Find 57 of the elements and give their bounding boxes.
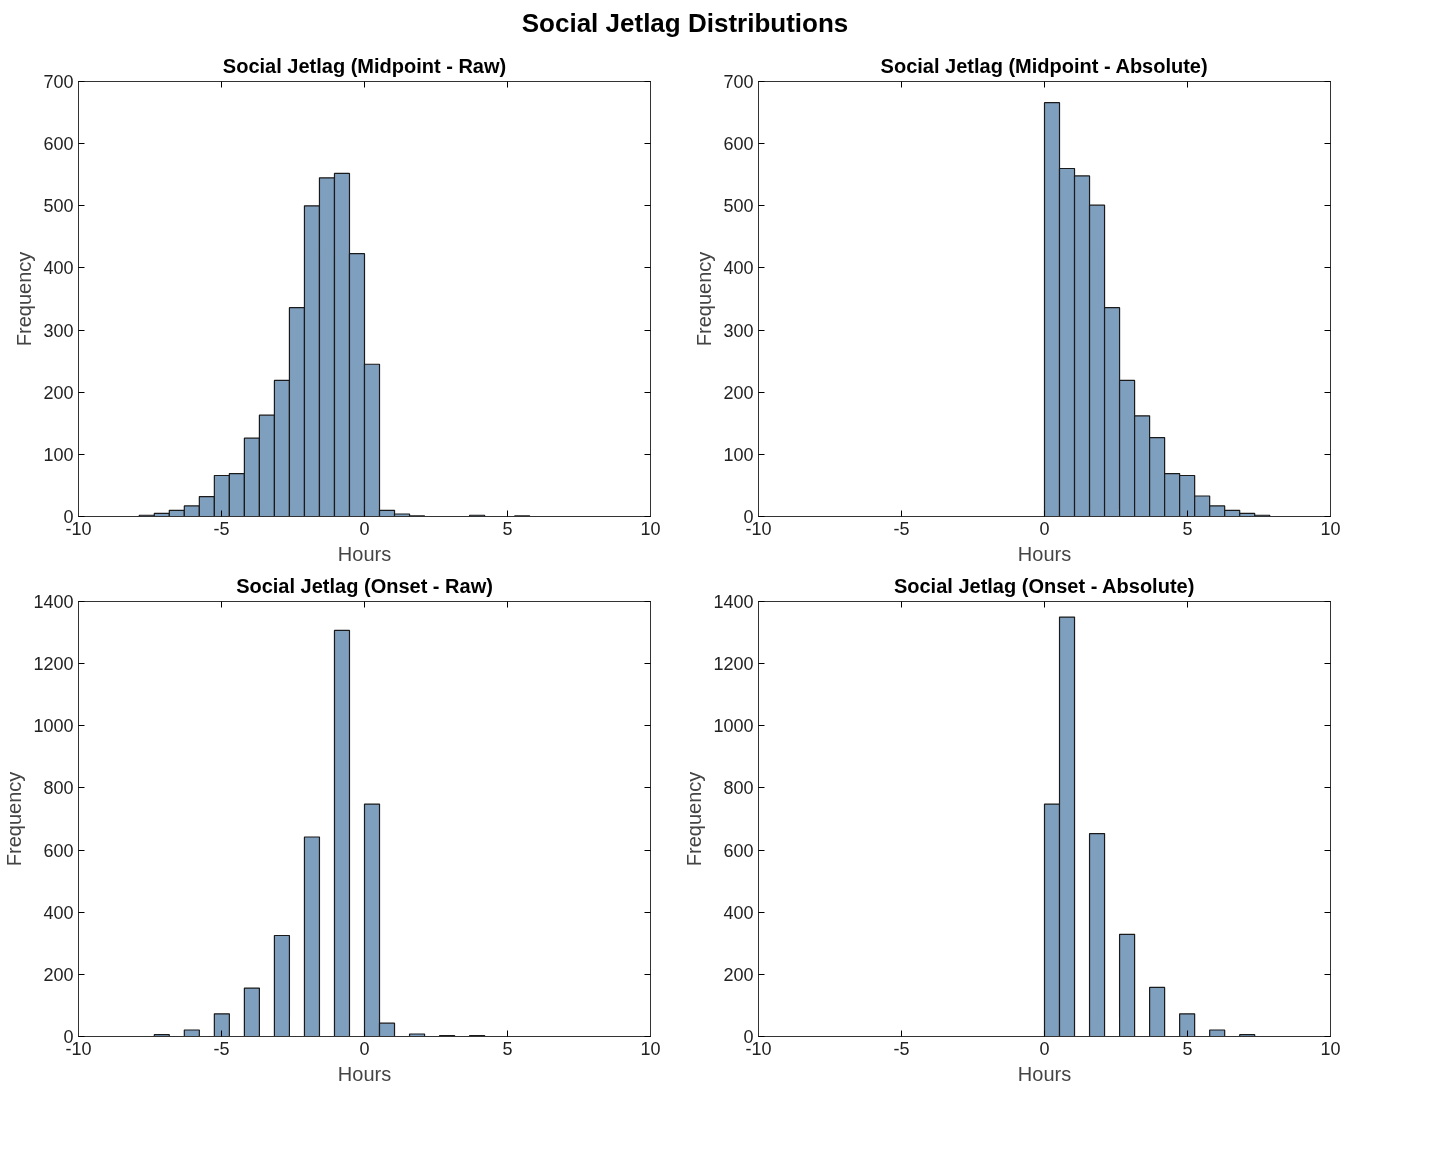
x-tick-label: 5 (502, 1038, 513, 1059)
x-tick-label: -5 (213, 1038, 230, 1059)
y-tick-label: 100 (43, 445, 74, 465)
y-tick-label: 1000 (713, 716, 754, 737)
x-axis-title: Hours (1017, 1062, 1072, 1085)
y-axis-title: Frequency (3, 771, 26, 867)
y-tick-label: 400 (43, 902, 74, 923)
chart-title: Social Jetlag (Onset - Raw) (236, 574, 493, 597)
y-tick-label: 500 (43, 196, 74, 217)
y-tick-label: 1000 (33, 716, 74, 737)
x-tick-label: -5 (893, 518, 910, 539)
y-tick-label: 600 (43, 840, 74, 861)
x-tick-label: 5 (1182, 518, 1193, 539)
y-tick-label: 400 (723, 902, 754, 923)
y-tick-label: 700 (723, 72, 754, 93)
y-tick-label: 400 (723, 258, 754, 279)
y-tick-label: 600 (723, 840, 754, 861)
y-tick-label: 1200 (33, 654, 74, 675)
x-tick-label: 10 (1320, 1038, 1341, 1059)
x-tick-label: 0 (1039, 1038, 1050, 1059)
y-tick-label: 800 (723, 778, 754, 799)
x-axis-title: Hours (337, 542, 392, 565)
chart-title: Social Jetlag (Midpoint - Absolute) (880, 54, 1208, 77)
y-tick-label: 700 (43, 72, 74, 93)
y-axis-title: Frequency (13, 251, 36, 347)
y-tick-label: 1400 (713, 592, 754, 613)
x-tick-label: 0 (359, 1038, 370, 1059)
y-axis-title: Frequency (693, 251, 716, 347)
chart-title: Social Jetlag (Onset - Absolute) (893, 574, 1195, 597)
x-tick-label: 0 (359, 518, 370, 539)
x-tick-label: 10 (1320, 518, 1341, 539)
y-axis-title: Frequency (683, 771, 706, 867)
y-tick-label: 300 (43, 320, 74, 341)
x-tick-label: 5 (1182, 1038, 1193, 1059)
y-tick-label: 1200 (713, 654, 754, 675)
y-tick-label: 200 (723, 382, 754, 403)
y-tick-label: 400 (43, 258, 74, 279)
y-tick-label: 500 (723, 196, 754, 217)
x-axis-title: Hours (1017, 542, 1072, 565)
y-tick-label: 300 (723, 320, 754, 341)
y-tick-label: 1400 (33, 592, 74, 613)
x-tick-label: 5 (502, 518, 513, 539)
x-tick-label: 10 (640, 518, 661, 539)
y-tick-label: 200 (43, 382, 74, 403)
y-tick-label: 100 (723, 445, 754, 465)
x-tick-label: -5 (213, 518, 230, 539)
y-tick-label: 200 (723, 965, 754, 985)
chart-title: Social Jetlag (Midpoint - Raw) (222, 54, 507, 77)
text: Social Jetlag Distributions (521, 7, 849, 40)
x-tick-label: 0 (1039, 518, 1050, 539)
x-tick-label: -5 (893, 1038, 910, 1059)
y-tick-label: 200 (43, 965, 74, 985)
x-tick-label: 10 (640, 1038, 661, 1059)
y-tick-label: 600 (43, 134, 74, 155)
y-tick-label: 800 (43, 778, 74, 799)
x-axis-title: Hours (337, 1062, 392, 1085)
y-tick-label: 600 (723, 134, 754, 155)
